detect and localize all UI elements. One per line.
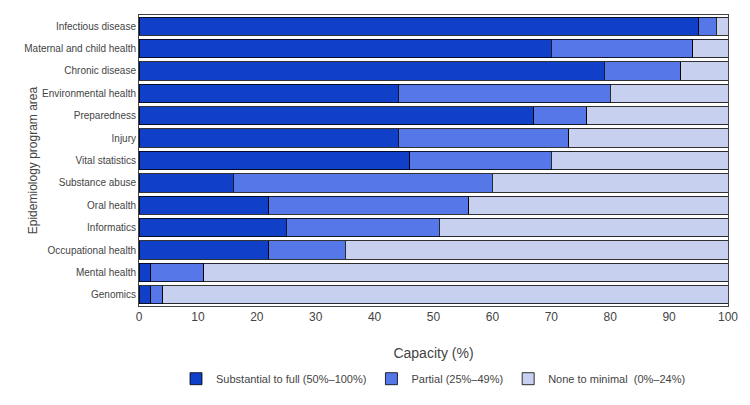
svg-text:20: 20 — [250, 310, 264, 324]
svg-text:50: 50 — [427, 310, 441, 324]
svg-text:Chronic disease: Chronic disease — [64, 65, 136, 76]
svg-text:Informatics: Informatics — [87, 222, 136, 233]
svg-text:Substance abuse: Substance abuse — [59, 177, 137, 188]
svg-text:None to minimal (0%–24%): None to minimal (0%–24%) — [548, 373, 685, 385]
svg-text:100: 100 — [718, 310, 738, 324]
svg-text:Injury: Injury — [112, 133, 136, 144]
svg-text:30: 30 — [309, 310, 323, 324]
svg-text:Environmental health: Environmental health — [42, 88, 136, 99]
svg-text:Mental health: Mental health — [76, 267, 136, 278]
svg-text:Partial (25%–49%): Partial (25%–49%) — [411, 373, 503, 385]
svg-text:Capacity (%): Capacity (%) — [393, 345, 473, 361]
svg-text:Preparedness: Preparedness — [74, 110, 136, 121]
svg-text:Oral health: Oral health — [87, 200, 136, 211]
svg-text:90: 90 — [662, 310, 676, 324]
svg-text:Vital statistics: Vital statistics — [76, 155, 136, 166]
svg-text:Epidemiology program area: Epidemiology program area — [26, 86, 40, 234]
svg-text:10: 10 — [191, 310, 205, 324]
svg-text:0: 0 — [136, 310, 143, 324]
svg-text:Maternal and child health: Maternal and child health — [24, 43, 136, 54]
svg-text:Infectious disease: Infectious disease — [56, 21, 136, 32]
svg-text:80: 80 — [604, 310, 618, 324]
svg-text:70: 70 — [545, 310, 559, 324]
svg-text:60: 60 — [486, 310, 500, 324]
svg-text:Substantial to full (50%–100%): Substantial to full (50%–100%) — [216, 373, 366, 385]
svg-text:Genomics: Genomics — [91, 289, 136, 300]
svg-text:40: 40 — [368, 310, 382, 324]
svg-text:Occupational health: Occupational health — [48, 245, 136, 256]
